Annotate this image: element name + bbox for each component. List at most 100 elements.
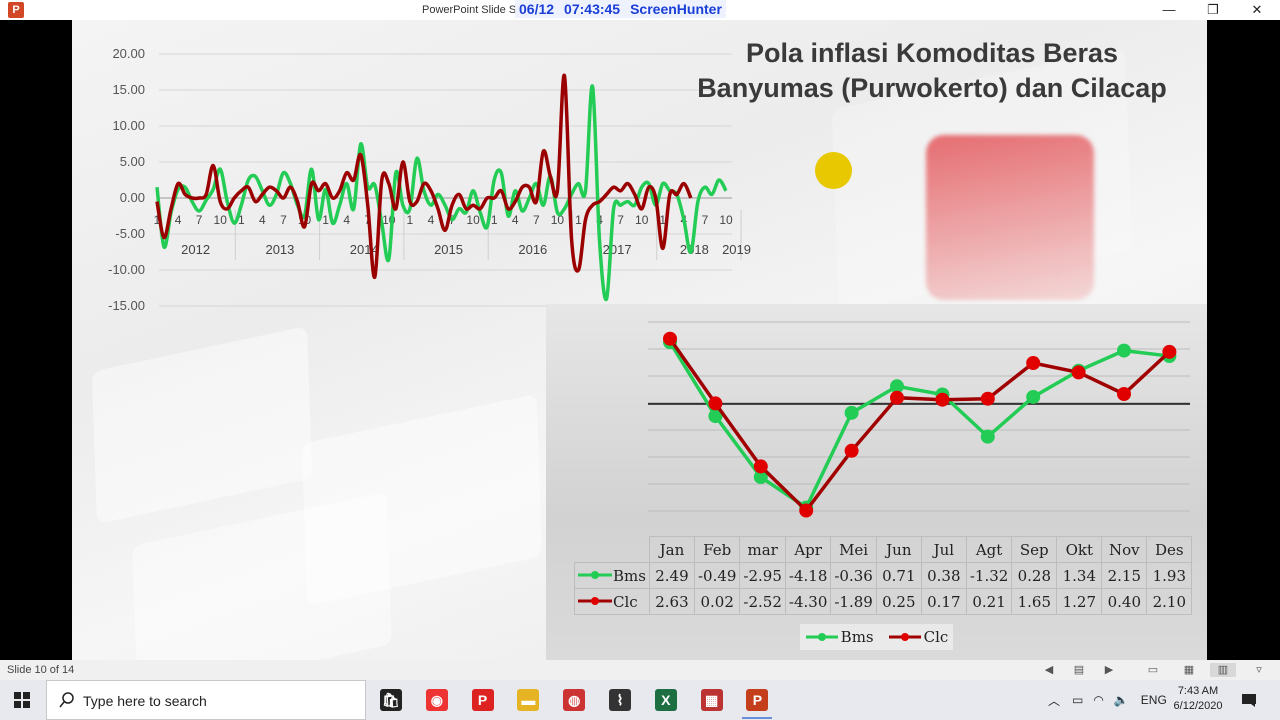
taskbar-app-chrome[interactable]: ◉	[418, 684, 456, 716]
table-cell: 2.15	[1101, 562, 1148, 589]
chart1-y-tick-label: 15.00	[112, 82, 145, 97]
close-button[interactable]: ✕	[1251, 2, 1263, 17]
table-cell: -0.36	[830, 562, 877, 589]
chart2-series	[663, 331, 1177, 518]
language-indicator[interactable]: ENG	[1140, 693, 1167, 707]
restore-button[interactable]: ❐	[1207, 2, 1219, 17]
chart1-year-label: 2015	[434, 242, 463, 257]
table-cell: -1.32	[965, 562, 1013, 589]
battery-icon[interactable]: ▭	[1072, 693, 1084, 707]
chart1-y-tick-label: 5.00	[120, 154, 145, 169]
system-tray: ︿ ▭ ◠ 🔈 ENG	[1048, 680, 1167, 720]
chart1-month-tick-label: 7	[617, 213, 624, 227]
chart2-point-clc	[1162, 344, 1177, 359]
reading-view-icon[interactable]: ▥	[1210, 663, 1236, 677]
table-cell: 1.27	[1056, 588, 1103, 615]
taskbar-app-image-editor[interactable]: ▦	[693, 684, 731, 716]
taskbar-app-file-explorer[interactable]: ▬	[509, 684, 547, 716]
show-hidden-icons[interactable]: ︿	[1048, 693, 1061, 708]
chart2-point-clc	[935, 392, 950, 407]
taskbar-clock[interactable]: 7:43 AM 6/12/2020	[1170, 684, 1226, 714]
powerpoint-app-icon: P	[8, 2, 24, 18]
table-series-marker	[578, 570, 612, 579]
volume-icon[interactable]: 🔈	[1113, 693, 1129, 707]
table-cell: 0.25	[875, 588, 922, 615]
taskbar-app-excel[interactable]: X	[647, 684, 685, 716]
table-month-header: Des	[1146, 536, 1193, 563]
windows-logo-icon	[14, 692, 30, 708]
previous-slide-icon[interactable]: ◀	[1044, 664, 1054, 676]
table-month-header: Sep	[1011, 536, 1058, 563]
chart1-y-tick-label: 0.00	[120, 190, 145, 205]
table-month-header: Okt	[1056, 536, 1103, 563]
table-cell: 1.65	[1011, 588, 1058, 615]
legend-bms-label: Bms	[840, 628, 874, 646]
chart1-year-label: 2019	[722, 242, 751, 257]
slide-sorter-icon[interactable]: ▦	[1183, 664, 1195, 676]
normal-view-icon[interactable]: ▭	[1147, 664, 1159, 676]
annual-pattern-panel: Jan Feb mar Apr Mei Jun Jul Agt Sep Okt Nov Des Bms…	[546, 304, 1207, 660]
chart1-year-label: 2017	[603, 242, 632, 257]
chart1-series-line-bms	[155, 84, 728, 302]
chart1-month-tick-label: 1	[238, 213, 245, 227]
chart1-month-tick-label: 7	[196, 213, 203, 227]
chart1-series-line-clc	[155, 73, 693, 279]
chart1-y-tick-label: -15.00	[108, 298, 145, 313]
notification-icon[interactable]	[1238, 680, 1260, 720]
chart1-series-lines	[155, 73, 728, 302]
chart2-legend: Bms Clc	[800, 624, 953, 650]
chrome-icon: ◉	[425, 689, 448, 711]
chart2-gridlines	[648, 321, 1190, 512]
slide-menu-icon[interactable]: ▤	[1073, 664, 1085, 676]
chart1-y-tick-label: 20.00	[112, 46, 145, 61]
chart1-year-label: 2016	[518, 242, 547, 257]
chart1-year-label: 2018	[680, 242, 709, 257]
chart1-month-tick-label: 10	[551, 213, 565, 227]
table-cell: 1.34	[1056, 562, 1103, 589]
chart2-series-line-bms	[668, 341, 1170, 511]
notification-bubble-icon	[1242, 694, 1256, 707]
slideshow-view-icon[interactable]: ▿	[1256, 664, 1262, 676]
table-header-row: Jan Feb mar Apr Mei Jun Jul Agt Sep Okt Nov Des	[575, 536, 1193, 563]
taskbar-app-media[interactable]: ◍	[555, 684, 593, 716]
chart2-point-clc	[708, 396, 723, 411]
chart2-point-clc	[663, 331, 677, 346]
table-cell: -0.49	[693, 562, 741, 589]
next-slide-icon[interactable]: ▶	[1104, 664, 1114, 676]
chart2-point-clc	[1071, 365, 1086, 380]
chart1-month-tick-label: 4	[259, 213, 266, 227]
chart1-month-tick-label: 1	[154, 213, 161, 227]
table-cell: 2.10	[1146, 588, 1193, 615]
legend-item-bms: Bms	[805, 628, 874, 646]
file-explorer-icon: ▬	[517, 689, 540, 711]
chart1-y-tick-label: -10.00	[108, 262, 145, 277]
table-cell: -4.18	[784, 562, 832, 589]
chart1-y-tick-label: -5.00	[115, 226, 145, 241]
taskbar-search-box[interactable]: Type here to search	[46, 680, 366, 720]
legend-bms-marker	[805, 633, 838, 641]
slide-title: Pola inflasi Komoditas Beras Banyumas (P…	[672, 36, 1192, 106]
chart2-series-line-clc	[668, 337, 1171, 514]
taskbar-app-chart-app[interactable]: ⌇	[601, 684, 639, 716]
chart2-point-bms	[980, 429, 995, 444]
taskbar-app-store[interactable]: 🛍	[372, 684, 410, 716]
table-cell: -1.89	[830, 588, 877, 615]
minimize-button[interactable]: —	[1162, 2, 1176, 17]
chart1-month-tick-label: 7	[280, 213, 287, 227]
taskbar-app-wps-presentation[interactable]: P	[464, 684, 502, 716]
taskbar-app-powerpoint[interactable]: P	[738, 684, 776, 719]
window-title: PowerPoint Slide S	[422, 4, 517, 16]
slide[interactable]: 20.00 15.00 10.00 5.00 0.00 -5.00 -10.00 -15.00…	[72, 20, 1207, 660]
table-series-marker	[578, 596, 612, 605]
chart2-point-bms	[1026, 389, 1041, 404]
screenhunter-overlay: 06/12 07:43:45 ScreenHunter	[515, 0, 726, 18]
background-tile	[132, 491, 392, 660]
table-cell: -2.52	[739, 588, 786, 615]
start-button[interactable]	[0, 680, 44, 720]
screenhunter-time: 07:43:45	[564, 1, 621, 17]
chart1-month-tick-label: 10	[635, 213, 649, 227]
wifi-icon[interactable]: ◠	[1093, 693, 1104, 707]
background-red-cube	[926, 135, 1094, 300]
chart1-month-tick-label: 4	[428, 213, 435, 227]
table-cell: -2.95	[739, 562, 786, 589]
